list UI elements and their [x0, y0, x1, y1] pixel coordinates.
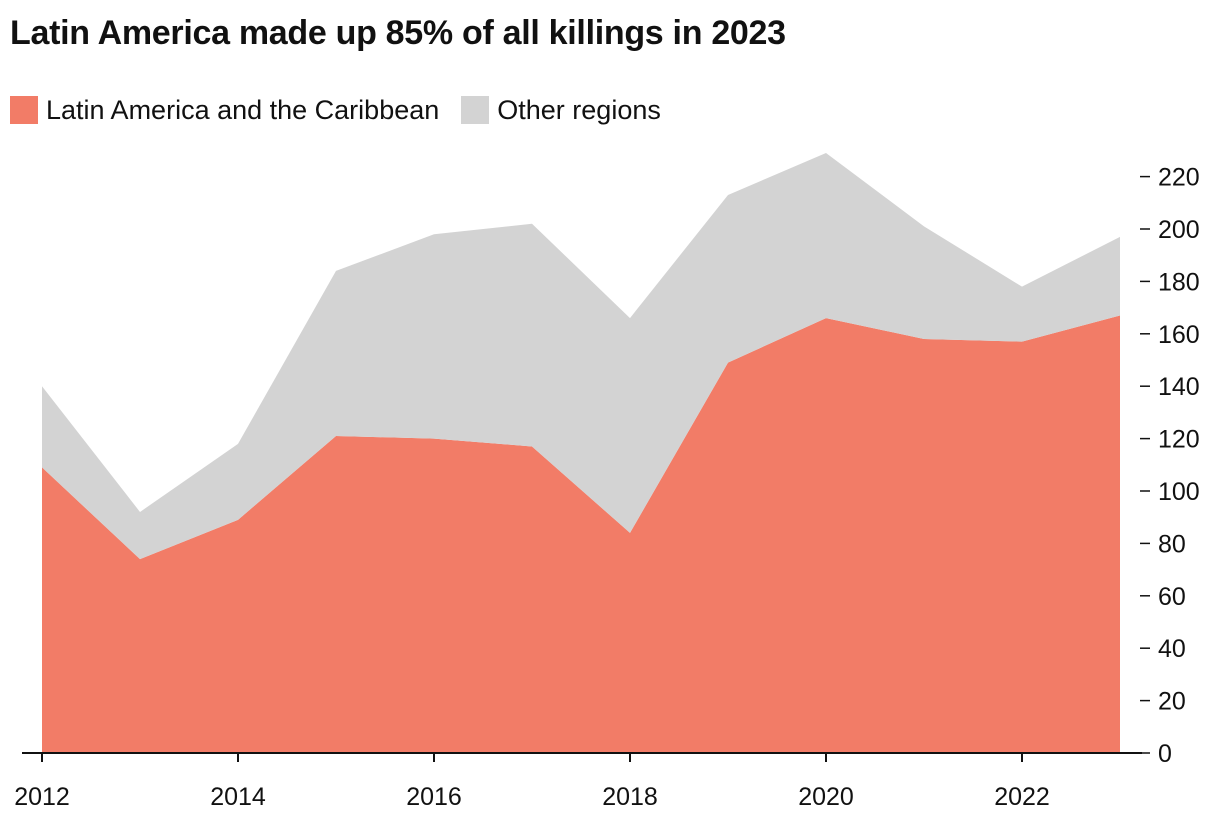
x-tick-label-2016: 2016 — [406, 783, 462, 811]
y-tick-label-220: 220 — [1158, 164, 1200, 192]
x-tick-label-2022: 2022 — [994, 783, 1050, 811]
legend-label-other-regions: Other regions — [497, 94, 661, 125]
legend-item-other-regions: Other regions — [461, 95, 661, 126]
legend-swatch-latin-america — [10, 96, 38, 124]
y-tick-label-140: 140 — [1158, 373, 1200, 401]
y-tick-label-40: 40 — [1158, 635, 1186, 663]
y-tick-label-180: 180 — [1158, 268, 1200, 296]
y-tick-label-80: 80 — [1158, 530, 1186, 558]
legend-swatch-other-regions — [461, 96, 490, 124]
area-series-other-regions — [42, 153, 1120, 560]
legend-label-latin-america: Latin America and the Caribbean — [46, 94, 440, 125]
y-tick-label-120: 120 — [1158, 426, 1200, 454]
y-tick-label-200: 200 — [1158, 216, 1200, 244]
x-tick-label-2018: 2018 — [602, 783, 658, 811]
y-tick-label-20: 20 — [1158, 688, 1186, 716]
y-tick-label-60: 60 — [1158, 583, 1186, 611]
legend-item-latin-america: Latin America and the Caribbean — [10, 95, 439, 126]
y-tick-label-100: 100 — [1158, 478, 1200, 506]
area-series-latin-america — [42, 315, 1120, 753]
y-tick-label-160: 160 — [1158, 321, 1200, 349]
chart-legend: Latin America and the Caribbean Other re… — [10, 92, 683, 128]
x-tick-label-2012: 2012 — [14, 783, 70, 811]
x-tick-label-2014: 2014 — [210, 783, 266, 811]
x-tick-label-2020: 2020 — [798, 783, 854, 811]
y-tick-label-0: 0 — [1158, 740, 1172, 768]
chart-title: Latin America made up 85% of all killing… — [10, 14, 786, 52]
